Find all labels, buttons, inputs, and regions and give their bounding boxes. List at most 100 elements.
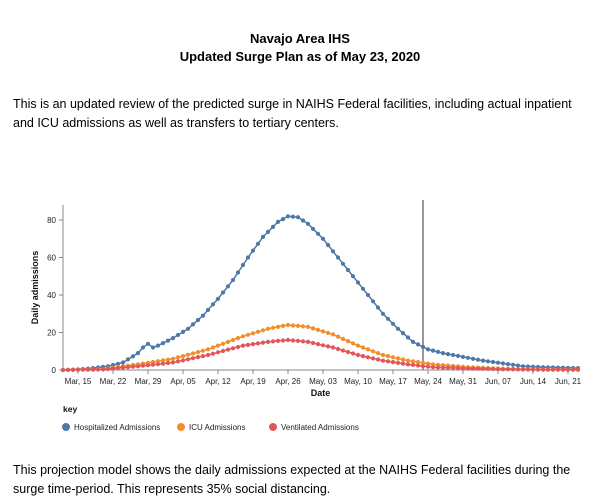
data-point: [60, 367, 66, 373]
legend-title: key: [63, 404, 77, 414]
data-point: [285, 214, 291, 219]
legend-swatch: [177, 423, 185, 431]
plot-area: 0 20 40 60 80 Mar, 15 Mar, 22 Mar, 29 Apr, 05 Apr…: [30, 200, 582, 432]
data-point: [240, 334, 246, 339]
data-point: [300, 339, 306, 344]
x-tick-label: May, 24: [414, 377, 442, 386]
data-point: [115, 366, 121, 371]
data-point: [425, 347, 431, 352]
data-point: [450, 365, 456, 370]
x-tick-label: Jun, 07: [485, 377, 512, 386]
data-point: [570, 367, 576, 372]
data-point: [430, 365, 436, 370]
data-point: [205, 347, 211, 352]
data-point: [330, 345, 336, 350]
x-tick-label: Apr, 05: [170, 377, 196, 386]
data-point: [180, 358, 186, 363]
data-point: [325, 330, 331, 335]
data-point: [370, 299, 376, 304]
data-point: [230, 277, 236, 283]
data-point: [345, 349, 351, 355]
data-point: [390, 321, 396, 326]
data-point: [100, 367, 106, 372]
data-point: [495, 360, 501, 365]
data-point: [335, 346, 341, 352]
data-point: [365, 355, 371, 360]
data-point: [485, 366, 491, 371]
data-point: [195, 350, 201, 355]
data-point: [95, 367, 101, 372]
x-tick-label: Jun, 21: [555, 377, 582, 386]
data-point: [325, 344, 331, 349]
legend-label: Ventilated Admissions: [281, 423, 359, 432]
data-point: [165, 338, 171, 343]
data-point: [210, 302, 216, 307]
data-point: [515, 367, 521, 372]
data-point: [460, 354, 466, 359]
data-point: [170, 356, 176, 361]
data-point: [445, 365, 451, 370]
data-point: [395, 326, 401, 331]
data-point: [545, 367, 551, 372]
data-point: [345, 267, 351, 273]
data-point: [355, 352, 361, 358]
data-point: [175, 355, 181, 360]
data-point: [255, 341, 261, 346]
data-point: [420, 360, 426, 365]
data-point: [115, 361, 121, 366]
data-point: [285, 337, 291, 343]
data-point: [470, 356, 476, 361]
data-point: [340, 261, 346, 266]
data-point: [430, 348, 436, 353]
data-point: [425, 364, 431, 369]
data-point: [500, 361, 506, 366]
data-point: [310, 340, 316, 346]
x-tick-label: Mar, 29: [135, 377, 162, 386]
data-point: [175, 332, 181, 338]
data-point: [365, 292, 371, 298]
data-point: [235, 336, 241, 341]
y-axis-title: Daily admissions: [30, 251, 40, 325]
data-point: [295, 215, 301, 220]
data-point: [460, 366, 466, 371]
data-point: [120, 360, 126, 365]
data-point: [250, 331, 256, 336]
data-point: [395, 356, 401, 361]
data-point: [465, 355, 471, 360]
data-point: [290, 323, 296, 328]
data-point: [250, 248, 256, 253]
data-point: [450, 352, 456, 358]
data-point: [475, 366, 481, 371]
data-point: [275, 338, 281, 343]
data-point: [90, 367, 96, 372]
legend-swatch: [269, 423, 277, 431]
data-point: [255, 241, 261, 246]
data-point: [505, 362, 511, 367]
data-point: [125, 365, 131, 370]
data-point: [300, 218, 306, 223]
data-point: [415, 360, 421, 365]
data-point: [410, 362, 416, 367]
x-tick-label: May, 17: [379, 377, 407, 386]
data-point: [445, 352, 451, 357]
data-point: [390, 360, 396, 365]
data-point: [550, 367, 556, 372]
data-point: [165, 357, 171, 362]
data-point: [310, 326, 316, 331]
data-point: [490, 359, 496, 365]
data-point: [355, 343, 361, 348]
data-point: [265, 326, 271, 331]
data-point: [480, 366, 486, 371]
data-point: [120, 365, 126, 370]
data-point: [415, 342, 421, 347]
legend-label: ICU Admissions: [189, 423, 245, 432]
data-point: [140, 345, 146, 350]
data-point: [360, 345, 366, 350]
data-point: [190, 356, 196, 361]
footer-paragraph: This projection model shows the daily ad…: [13, 463, 571, 496]
data-point: [290, 338, 296, 343]
data-point: [140, 363, 146, 368]
data-point: [305, 324, 311, 329]
data-point: [375, 351, 381, 356]
data-point: [435, 349, 441, 354]
